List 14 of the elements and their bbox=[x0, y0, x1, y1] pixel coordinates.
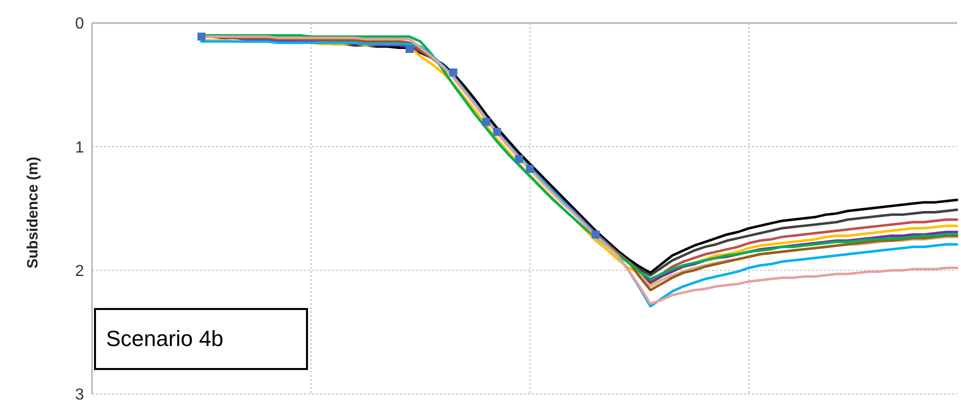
point bbox=[592, 230, 600, 238]
y-tick-label: 0 bbox=[75, 16, 84, 33]
label-box: Scenario 4b bbox=[94, 308, 308, 370]
point bbox=[526, 164, 534, 173]
point bbox=[197, 32, 206, 41]
y-tick-label: 2 bbox=[75, 263, 84, 280]
point bbox=[449, 68, 458, 76]
y-tick-label: 1 bbox=[75, 139, 84, 156]
point bbox=[493, 128, 502, 136]
point bbox=[482, 118, 490, 126]
y-axis-title: Subsidence (m) bbox=[24, 156, 42, 268]
point bbox=[515, 155, 524, 164]
point bbox=[406, 44, 414, 53]
y-tick-label: 3 bbox=[75, 386, 84, 404]
